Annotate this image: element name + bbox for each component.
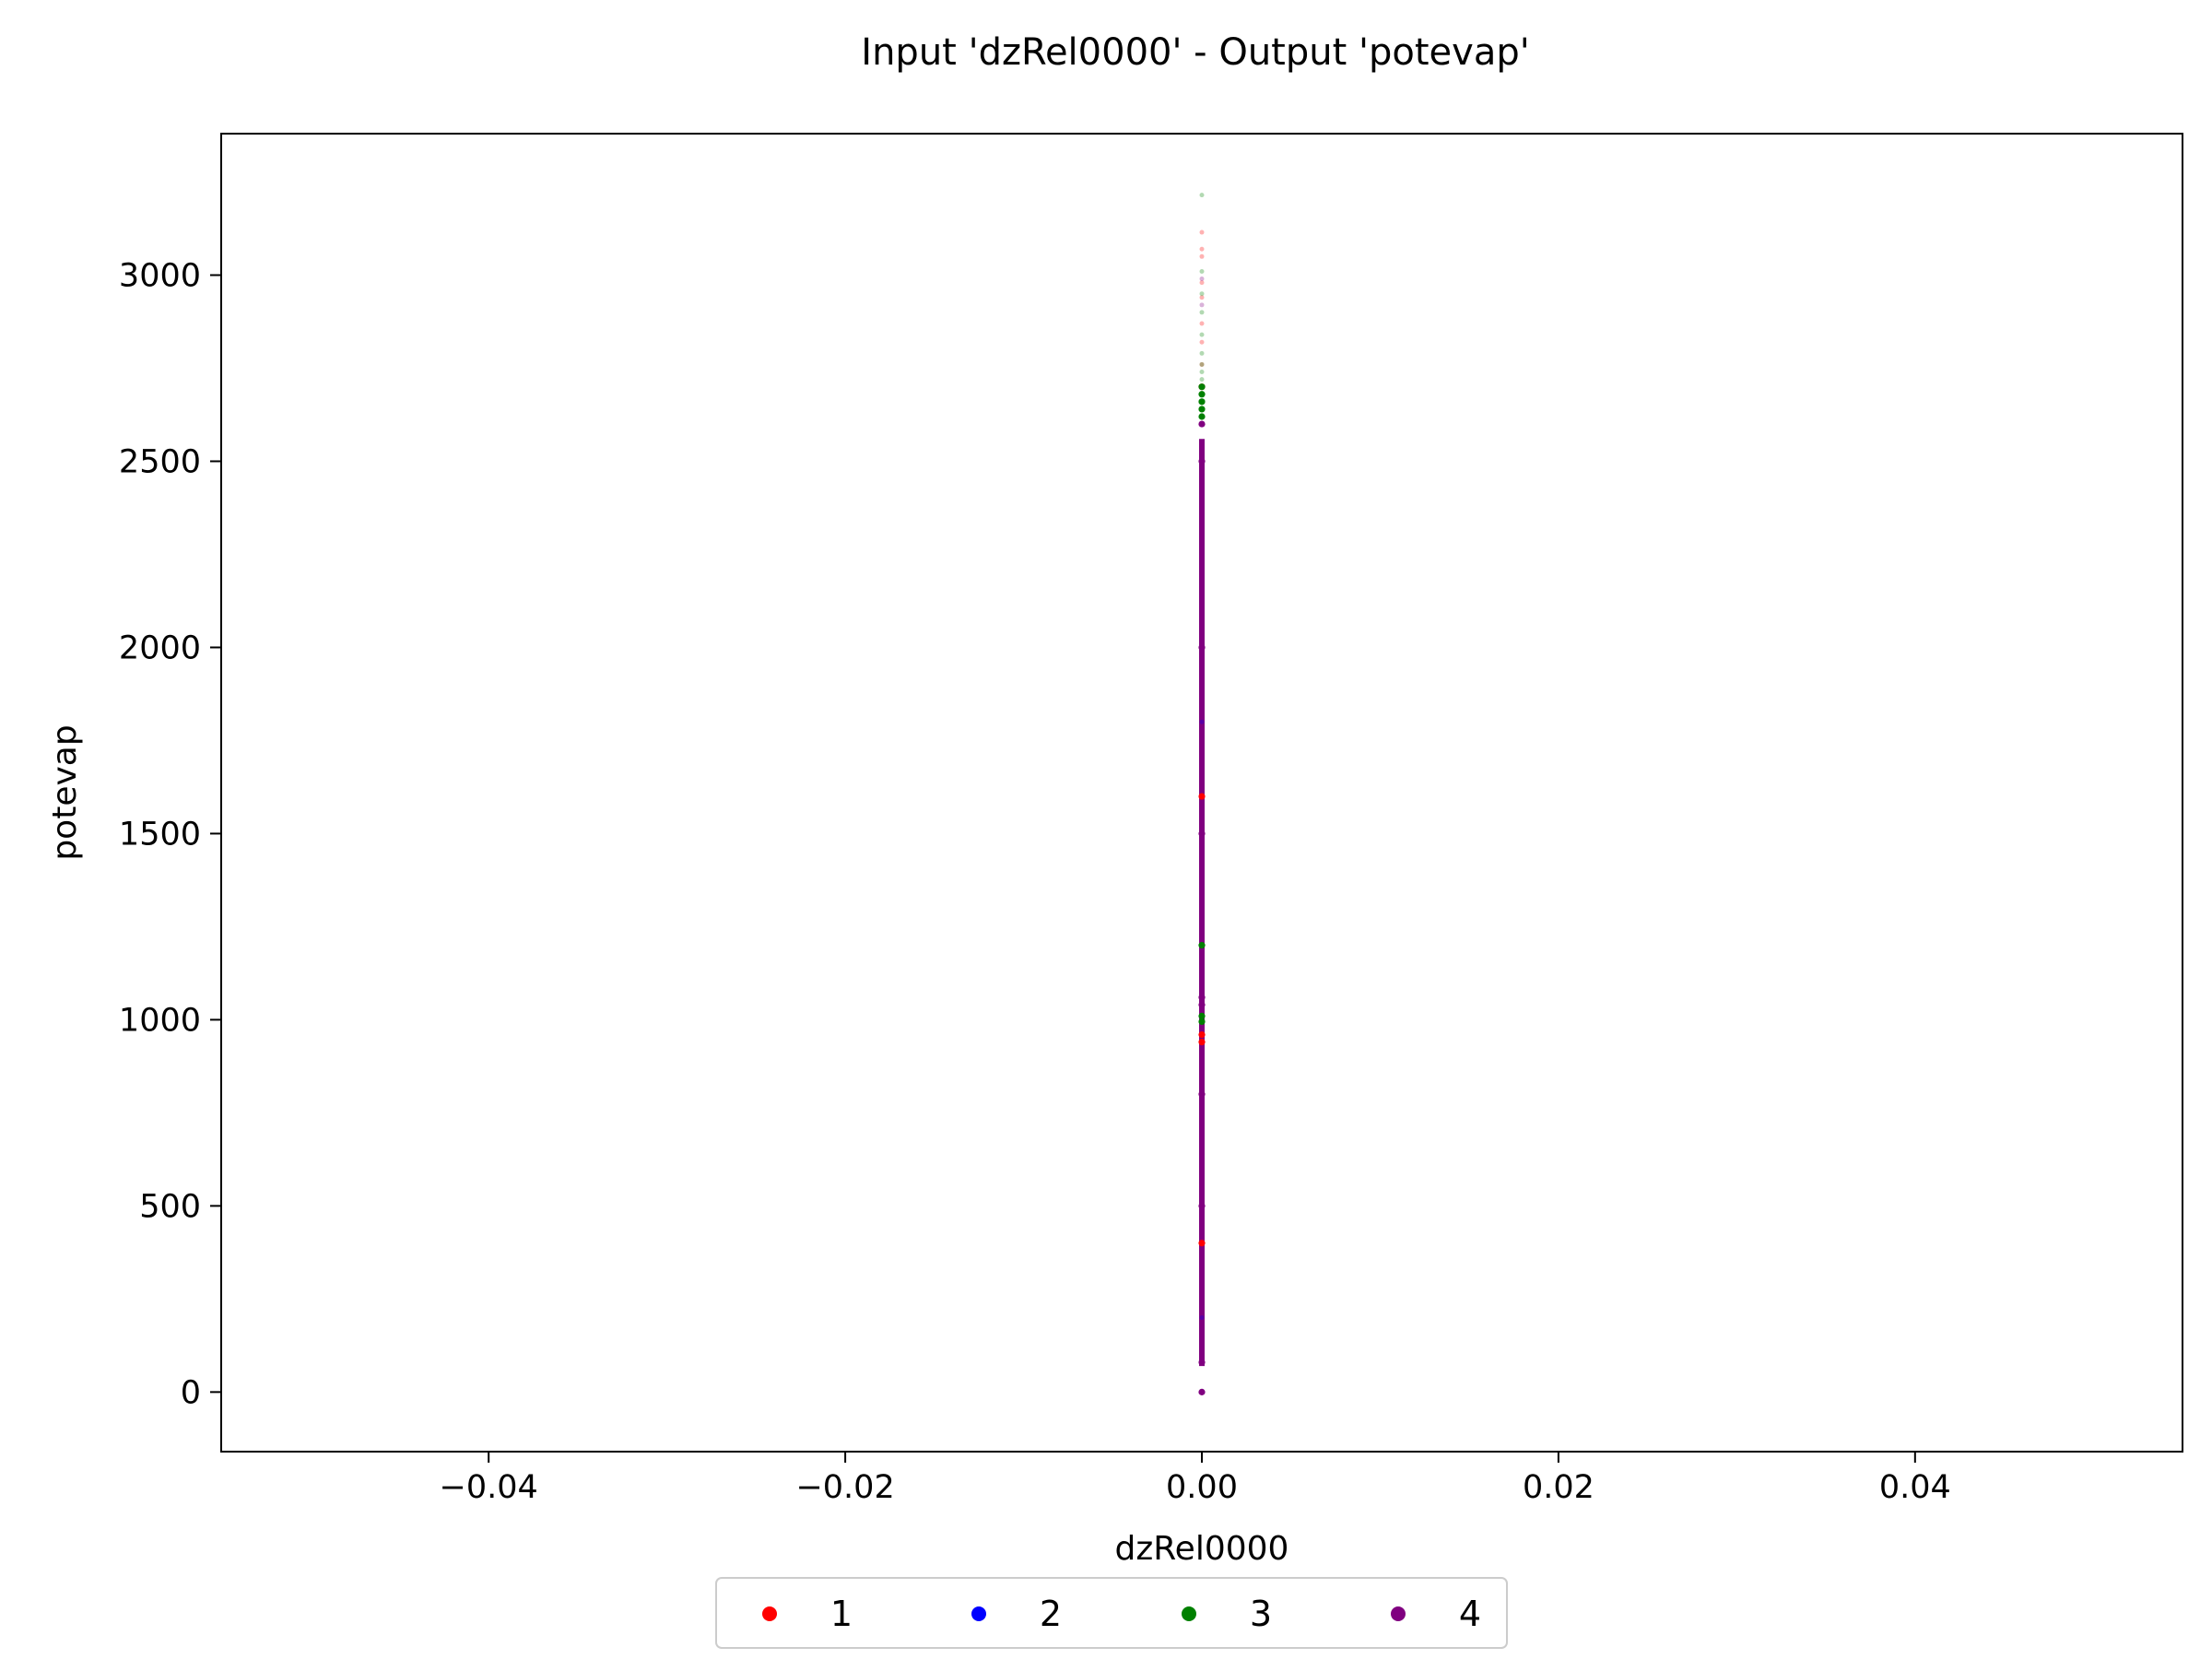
data-point-series-2 bbox=[1199, 1315, 1205, 1321]
data-point-series-3 bbox=[1198, 413, 1206, 420]
y-tick-label: 1000 bbox=[119, 1002, 201, 1039]
legend-marker-4 bbox=[1391, 1606, 1406, 1621]
data-point-series-1 bbox=[1199, 321, 1205, 326]
data-point-series-4 bbox=[1198, 643, 1206, 652]
data-point-series-1 bbox=[1199, 253, 1205, 259]
legend: 1 2 3 4 bbox=[715, 1577, 1508, 1649]
data-point-series-4 bbox=[1198, 994, 1206, 1001]
data-point-series-1 bbox=[1199, 280, 1205, 286]
data-point-series-1 bbox=[1198, 793, 1206, 800]
x-tick-label: 0.00 bbox=[1166, 1469, 1238, 1506]
data-point-series-3 bbox=[1198, 391, 1206, 398]
data-point-series-4 bbox=[1198, 1202, 1206, 1209]
legend-marker-3 bbox=[1182, 1606, 1196, 1621]
data-point-series-4 bbox=[1198, 1001, 1206, 1008]
data-point-series-3 bbox=[1198, 942, 1206, 949]
y-axis-label: potevap bbox=[46, 724, 84, 860]
data-point-series-3 bbox=[1199, 370, 1205, 375]
y-tick-label: 2000 bbox=[119, 629, 201, 666]
data-point-series-1 bbox=[1199, 339, 1205, 345]
data-point-series-1 bbox=[1199, 361, 1205, 367]
data-point-series-4 bbox=[1198, 420, 1206, 428]
x-tick-label: 0.04 bbox=[1879, 1469, 1951, 1506]
y-tick-label: 1500 bbox=[119, 816, 201, 853]
data-point-series-3 bbox=[1199, 350, 1205, 356]
data-point-series-4 bbox=[1198, 1359, 1206, 1366]
data-point-series-3 bbox=[1199, 332, 1205, 337]
y-tick-label: 3000 bbox=[119, 258, 201, 295]
legend-marker-1 bbox=[762, 1606, 777, 1621]
data-point-series-3 bbox=[1199, 310, 1205, 315]
data-point-series-4 bbox=[1198, 830, 1206, 838]
data-point-series-3 bbox=[1199, 268, 1205, 274]
chart-title: Input 'dzRel0000' - Output 'potevap' bbox=[861, 31, 1529, 74]
legend-label-3: 3 bbox=[1250, 1594, 1272, 1634]
data-point-series-3 bbox=[1199, 361, 1205, 367]
data-point-series-1 bbox=[1199, 295, 1205, 300]
y-tick-label: 0 bbox=[181, 1374, 201, 1411]
data-point-series-3 bbox=[1199, 377, 1205, 382]
legend-frame bbox=[715, 1577, 1508, 1649]
data-point-series-3 bbox=[1199, 291, 1205, 297]
data-point-series-3 bbox=[1199, 193, 1205, 198]
x-axis-ticks: −0.04 −0.02 0.00 0.02 0.04 bbox=[440, 1452, 1951, 1506]
data-point-series-1 bbox=[1198, 1030, 1206, 1039]
data-point-series-3 bbox=[1198, 398, 1206, 406]
data-point-series-1 bbox=[1199, 246, 1205, 252]
data-point-series-3 bbox=[1198, 406, 1206, 413]
legend-label-4: 4 bbox=[1459, 1594, 1481, 1634]
data-point-series-1 bbox=[1199, 229, 1205, 235]
data-point-series-4 bbox=[1198, 457, 1206, 465]
data-point-series-4 bbox=[1198, 1090, 1206, 1098]
y-axis-ticks: 0 500 1000 1500 2000 2500 3000 bbox=[119, 258, 221, 1411]
x-tick-label: −0.04 bbox=[440, 1469, 538, 1506]
y-tick-label: 500 bbox=[139, 1188, 201, 1225]
x-tick-label: 0.02 bbox=[1523, 1469, 1594, 1506]
data-point-series-1 bbox=[1198, 1240, 1206, 1247]
data-point-series-1 bbox=[1198, 1039, 1206, 1046]
data-point-series-2 bbox=[1199, 719, 1205, 724]
data-point-series-4 bbox=[1199, 276, 1205, 282]
data-point-series-3 bbox=[1198, 1012, 1206, 1019]
data-point-series-4 bbox=[1199, 302, 1205, 308]
x-tick-label: −0.02 bbox=[795, 1469, 894, 1506]
data-points bbox=[1198, 193, 1206, 1395]
data-point-series-4 bbox=[1198, 1388, 1206, 1395]
legend-label-2: 2 bbox=[1040, 1594, 1062, 1634]
legend-label-1: 1 bbox=[830, 1594, 853, 1634]
x-axis-label: dzRel0000 bbox=[1115, 1530, 1289, 1568]
y-tick-label: 2500 bbox=[119, 443, 201, 480]
data-point-series-3 bbox=[1198, 383, 1206, 391]
data-point-series-3 bbox=[1198, 1018, 1206, 1026]
legend-marker-2 bbox=[971, 1606, 986, 1621]
